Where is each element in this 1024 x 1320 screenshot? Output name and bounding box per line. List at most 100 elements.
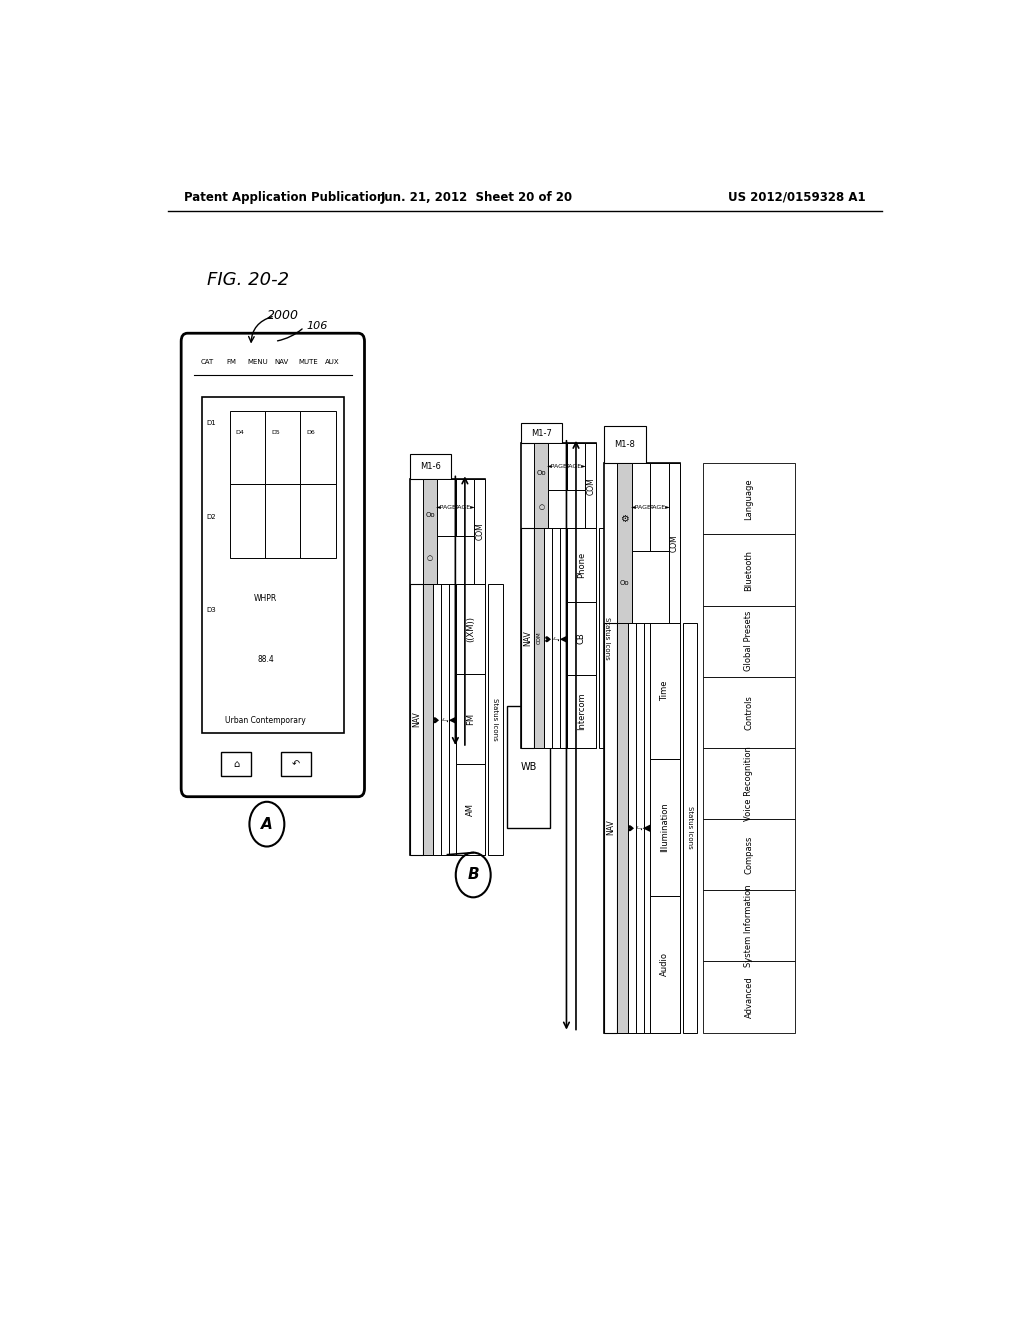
Bar [549,444,567,490]
Text: D2: D2 [207,513,216,520]
Text: Patent Application Publication: Patent Application Publication [183,190,385,203]
Bar [437,479,456,536]
Text: D5: D5 [271,430,280,436]
Bar [545,528,552,748]
Bar [410,479,485,854]
Bar [474,479,485,583]
Bar [282,752,311,776]
Text: ♪: ♪ [440,717,450,722]
Text: ▲: ▲ [558,635,568,642]
Bar [644,623,650,1032]
Bar [650,623,680,759]
Bar [703,961,795,1032]
Text: D3: D3 [207,607,216,614]
Bar [669,463,680,623]
FancyBboxPatch shape [181,333,365,797]
Text: Language: Language [744,478,754,520]
Bar [423,479,437,583]
Text: NAV: NAV [606,820,615,836]
Text: FM: FM [466,713,475,725]
Bar [521,424,562,444]
Text: Oo: Oo [537,470,546,477]
Text: Jun. 21, 2012  Sheet 20 of 20: Jun. 21, 2012 Sheet 20 of 20 [381,190,573,203]
Bar [265,411,300,484]
Bar [521,528,535,748]
Text: FIG. 20-2: FIG. 20-2 [207,272,290,289]
Text: ▲: ▲ [642,824,652,832]
Text: Illumination: Illumination [660,803,670,853]
Text: M1-6: M1-6 [420,462,441,471]
Text: Intercom: Intercom [577,693,586,730]
Text: NAV: NAV [412,711,421,727]
Text: COM: COM [475,523,484,540]
Bar [566,602,596,675]
Text: COM: COM [670,535,679,552]
Bar [229,484,265,558]
Text: D4: D4 [236,430,245,436]
Text: ♥: ♥ [627,824,636,832]
Text: Global Presets: Global Presets [744,611,754,672]
Bar [650,463,669,550]
Text: Time: Time [660,681,670,701]
Bar [566,528,596,602]
Bar [703,535,795,606]
Bar [300,411,336,484]
Text: D6: D6 [307,430,315,436]
Text: Status Icons: Status Icons [493,698,499,741]
Text: ♥: ♥ [544,635,553,642]
Text: ⚙: ⚙ [621,513,629,524]
Bar [410,454,452,479]
Bar [507,706,550,828]
Bar [456,675,485,764]
Bar [650,759,680,896]
Text: Advanced: Advanced [744,975,754,1018]
Text: ((XM)): ((XM)) [466,616,475,642]
Bar [300,484,336,558]
Bar [456,479,474,536]
Text: AUX: AUX [325,359,339,364]
Text: ○: ○ [539,504,545,510]
Bar [456,764,485,854]
Bar [599,528,613,748]
Text: Urban Contemporary: Urban Contemporary [225,715,306,725]
Bar [604,623,617,1032]
Bar [703,890,795,961]
Text: M1-7: M1-7 [531,429,552,438]
Bar [221,752,251,776]
Bar [636,623,644,1032]
Text: ◄PAGE: ◄PAGE [547,463,568,469]
Bar [410,583,423,854]
Bar [265,484,300,558]
Text: A: A [261,817,272,832]
Bar [535,528,545,748]
Bar [586,444,596,528]
Text: WB: WB [520,762,537,772]
Bar [628,623,636,1032]
Bar [703,463,795,535]
Bar [552,528,560,748]
Text: COM: COM [587,477,595,495]
Text: Controls: Controls [744,694,754,730]
Text: D1: D1 [207,420,216,425]
Bar [450,583,456,854]
Text: ◄PAGE: ◄PAGE [436,506,457,510]
Bar [535,444,549,528]
Bar [566,675,596,748]
Bar [567,444,586,490]
Text: FM: FM [226,359,237,364]
Bar [560,528,566,748]
Bar [549,490,586,528]
Text: ⌂: ⌂ [232,759,239,770]
Text: 106: 106 [306,321,328,331]
Text: Status Icons: Status Icons [603,616,609,660]
Text: PAGE►: PAGE► [455,506,475,510]
Bar [229,411,265,484]
Bar [703,606,795,677]
Text: M1-8: M1-8 [614,441,635,449]
Text: ▲: ▲ [447,715,458,723]
Text: Bluetooth: Bluetooth [744,549,754,590]
Text: ♪: ♪ [552,635,561,640]
Text: AM: AM [466,803,475,816]
Text: B: B [467,867,479,883]
Bar [650,896,680,1032]
